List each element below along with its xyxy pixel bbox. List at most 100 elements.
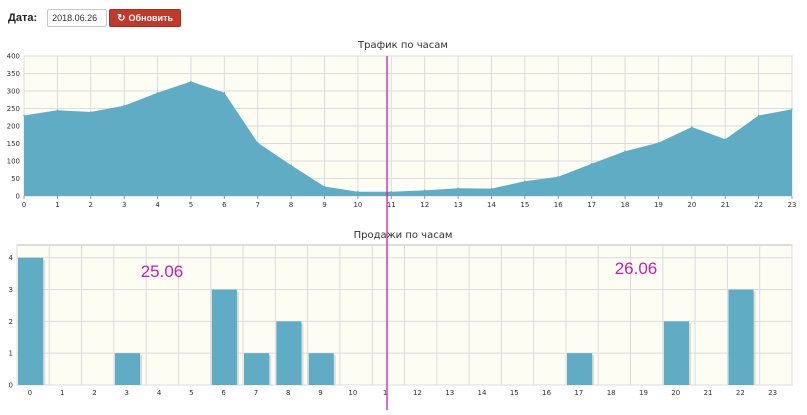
sales-x-tick-label: 14 — [478, 389, 487, 397]
traffic-y-axis: 0 50 100 150 200 250 300 350 400 — [7, 53, 20, 201]
sales-x-tick-label: 0 — [28, 389, 32, 397]
sales-x-tick-label: 8 — [286, 389, 290, 397]
traffic-data-point — [590, 163, 593, 165]
sales-bar — [566, 353, 593, 385]
traffic-y-tick-label: 400 — [7, 53, 20, 61]
traffic-x-tick-label: 19 — [654, 201, 663, 209]
sales-bars — [18, 257, 756, 385]
traffic-x-tick-label: 17 — [587, 201, 596, 209]
traffic-data-point — [657, 142, 660, 144]
sales-bar — [114, 353, 141, 385]
sales-x-tick-label: 1 — [60, 389, 64, 397]
traffic-x-tick-label: 5 — [189, 201, 193, 209]
sales-x-tick-label: 7 — [254, 389, 258, 397]
sales-x-tick-label: 21 — [704, 389, 713, 397]
traffic-data-point — [524, 180, 526, 183]
sales-x-tick-label: 5 — [189, 389, 193, 397]
traffic-x-tick-label: 14 — [487, 201, 496, 209]
traffic-data-point — [290, 164, 292, 166]
traffic-data-point — [89, 111, 92, 113]
sales-x-tick-label: 16 — [542, 389, 551, 397]
sales-grid — [16, 245, 793, 386]
traffic-data-point — [323, 185, 326, 188]
traffic-chart: Трафик по часам 050100150200250300350400… — [7, 40, 797, 209]
traffic-data-points — [23, 80, 793, 193]
sales-x-tick-label: 1 — [383, 389, 387, 397]
sales-x-tick-label: 6 — [221, 389, 226, 397]
traffic-x-tick-label: 0 — [22, 201, 26, 209]
traffic-y-tick-label: 200 — [7, 123, 20, 131]
sales-x-tick-label: 3 — [125, 389, 129, 397]
sales-x-tick-label: 2 — [92, 389, 96, 397]
sales-y-tick-label: 3 — [9, 286, 13, 294]
sales-x-tick-label: 15 — [510, 389, 519, 397]
traffic-x-tick-label: 8 — [289, 201, 293, 209]
traffic-data-point — [490, 187, 493, 190]
sales-x-tick-label: 23 — [768, 389, 777, 397]
traffic-data-point — [56, 109, 59, 112]
sales-x-tick-label: 13 — [445, 389, 454, 397]
sales-y-tick-label: 1 — [9, 350, 13, 358]
traffic-y-tick-label: 150 — [7, 140, 20, 148]
sales-chart-title: Продажи по часам — [354, 230, 453, 241]
traffic-x-tick-label: 18 — [621, 201, 630, 209]
traffic-y-tick-label: 0 — [16, 193, 20, 201]
traffic-x-tick-label: 12 — [420, 201, 429, 209]
traffic-y-tick-label: 100 — [7, 158, 20, 166]
sales-x-tick-label: 19 — [639, 389, 648, 397]
sales-x-tick-label: 9 — [318, 389, 322, 397]
traffic-data-point — [390, 191, 393, 193]
sales-y-tick-label: 4 — [9, 254, 14, 262]
traffic-data-point — [423, 189, 426, 192]
traffic-x-tick-label: 10 — [353, 201, 362, 209]
traffic-x-tick-label: 13 — [454, 201, 463, 209]
traffic-data-point — [724, 138, 727, 141]
traffic-chart-title: Трафик по часам — [357, 40, 448, 51]
traffic-data-point — [156, 91, 159, 94]
traffic-data-point — [791, 108, 793, 110]
sales-x-tick-label: 12 — [413, 389, 422, 397]
date-label: Дата: — [8, 12, 38, 24]
traffic-data-point — [624, 150, 626, 152]
traffic-x-tick-label: 22 — [754, 201, 763, 209]
sales-bar — [211, 289, 237, 385]
traffic-data-point — [557, 175, 560, 178]
traffic-x-tick-label: 11 — [387, 201, 396, 209]
sales-y-tick-label: 2 — [9, 318, 13, 326]
traffic-x-tick-label: 15 — [520, 201, 529, 209]
traffic-x-tick-label: 2 — [89, 201, 93, 209]
annotation-date-right: 26.06 — [615, 259, 658, 278]
traffic-area-series — [24, 81, 792, 196]
sales-bar — [244, 353, 270, 385]
sales-bar — [18, 257, 44, 385]
traffic-x-tick-label: 6 — [222, 201, 227, 209]
sales-x-tick-label: 18 — [607, 389, 616, 397]
refresh-icon: ↻ — [117, 12, 126, 24]
sales-x-tick-label: 22 — [736, 389, 745, 397]
traffic-data-point — [757, 114, 760, 117]
traffic-x-tick-label: 4 — [155, 201, 160, 209]
traffic-y-tick-label: 250 — [7, 105, 20, 113]
sales-bar — [308, 353, 334, 385]
annotation-date-left: 25.06 — [141, 262, 184, 281]
traffic-y-tick-label: 300 — [7, 88, 20, 96]
traffic-x-tick-label: 7 — [256, 201, 260, 209]
sales-y-axis: 0 1 2 3 4 — [9, 254, 14, 389]
refresh-button-label: Обновить — [128, 13, 174, 23]
traffic-x-tick-label: 21 — [721, 201, 730, 209]
sales-bar — [276, 321, 302, 385]
traffic-data-point — [23, 114, 25, 117]
sales-x-tick-label: 17 — [574, 389, 583, 397]
traffic-x-tick-label: 23 — [788, 201, 797, 209]
traffic-x-tick-label: 16 — [554, 201, 563, 209]
refresh-button[interactable]: ↻ Обновить — [109, 9, 182, 27]
traffic-data-point — [223, 91, 226, 94]
traffic-data-point — [190, 80, 192, 83]
date-input[interactable] — [47, 9, 108, 27]
traffic-data-point — [357, 191, 359, 193]
traffic-y-tick-label: 350 — [7, 70, 20, 78]
sales-bar — [728, 289, 754, 385]
traffic-x-tick-label: 1 — [55, 201, 59, 209]
